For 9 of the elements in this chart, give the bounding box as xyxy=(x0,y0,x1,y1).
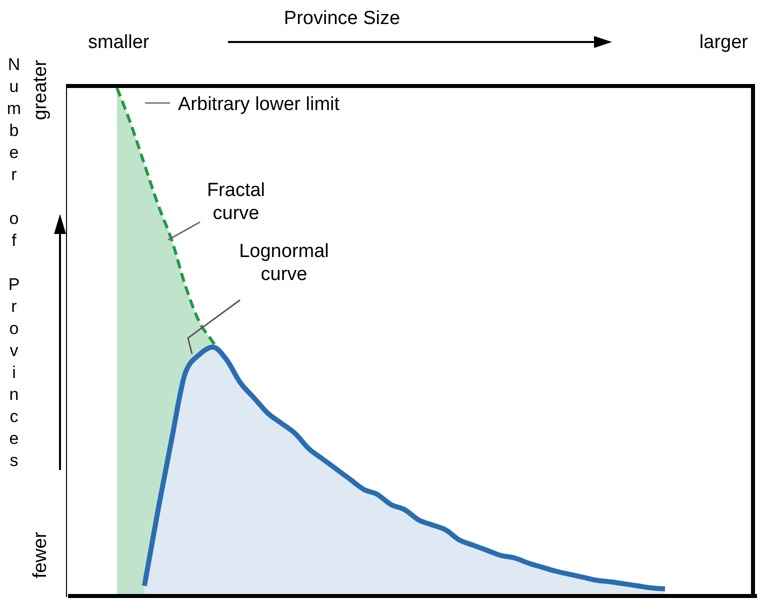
text: Fractal curve xyxy=(206,180,266,224)
text: Number of Provinces xyxy=(6,55,22,470)
x-axis-title: Province Size xyxy=(284,8,400,29)
text: larger xyxy=(699,32,749,53)
text: greater xyxy=(30,59,51,120)
text: fewer xyxy=(30,531,51,578)
annotation: Arbitrary lower limit xyxy=(178,94,340,115)
text: Lognormal curve xyxy=(239,241,329,285)
text: smaller xyxy=(88,32,150,53)
